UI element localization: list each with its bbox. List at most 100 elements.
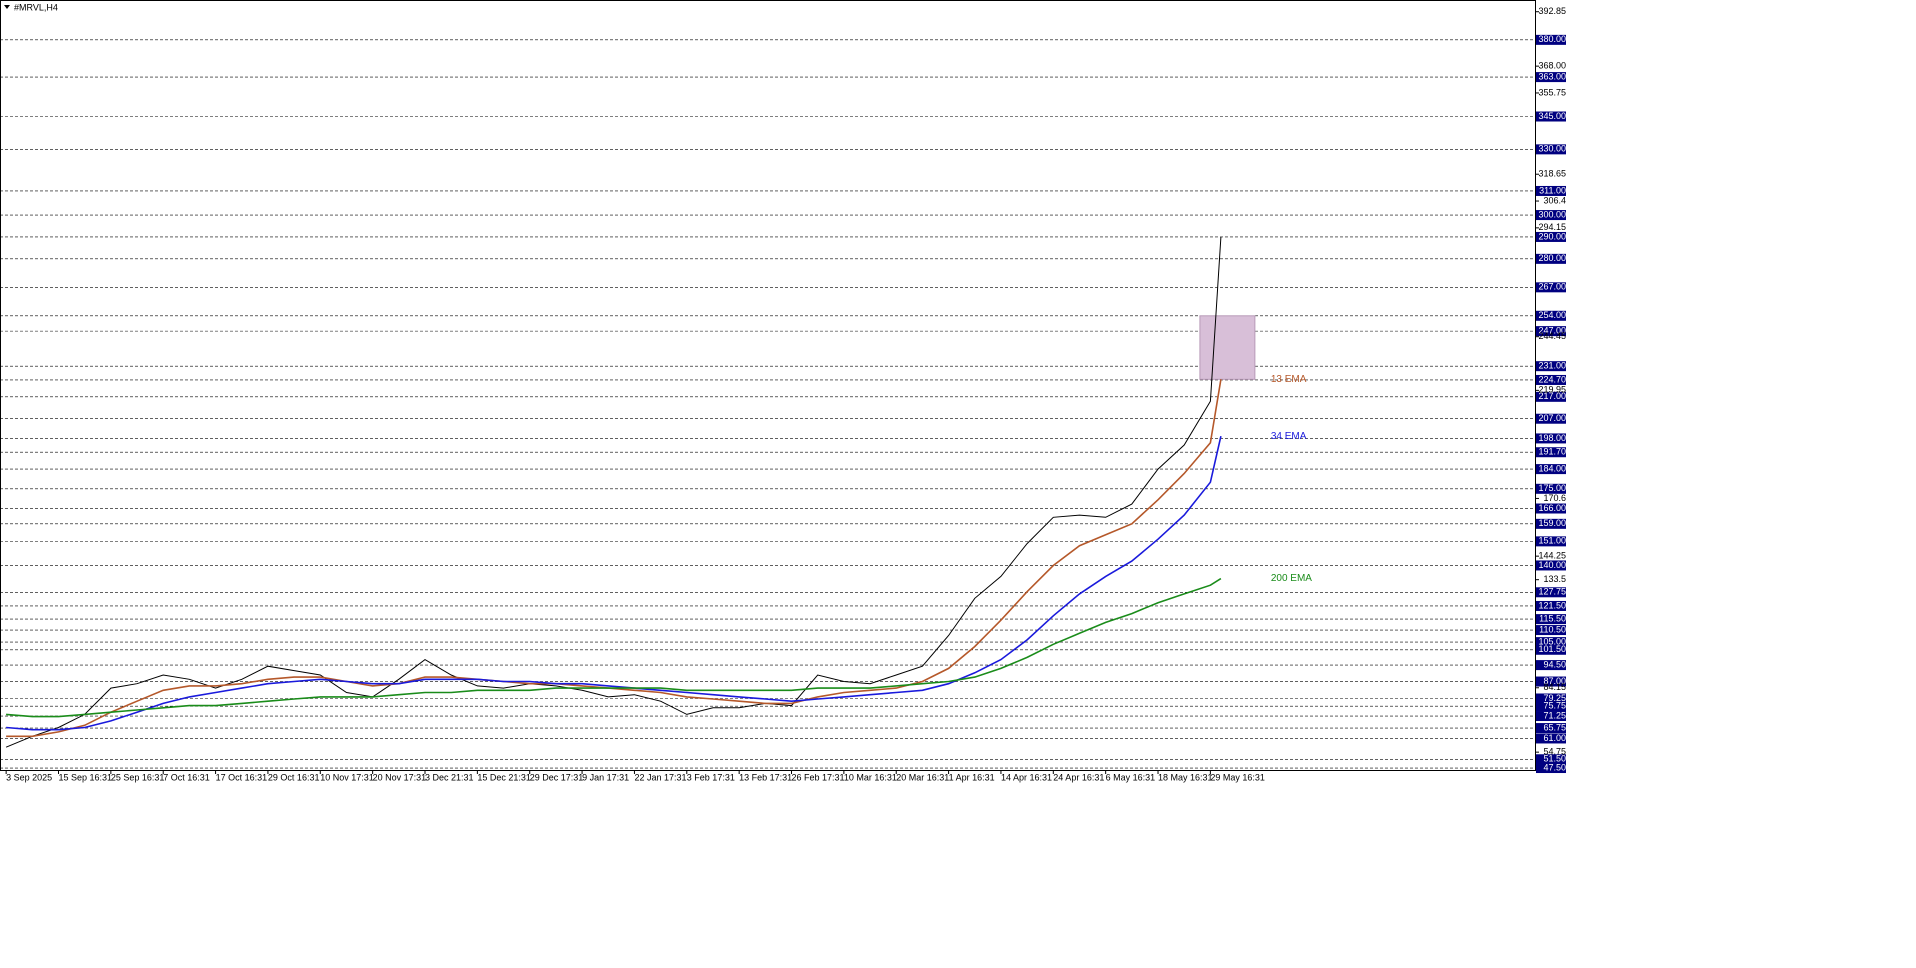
y-tick-label: 219.95 (1538, 385, 1566, 395)
level-label-box (1536, 464, 1566, 475)
level-label: 105.00 (1538, 636, 1566, 646)
x-tick-label: 6 May 16:31 (1106, 772, 1156, 782)
level-label: 363.00 (1538, 71, 1566, 81)
level-label: 380.00 (1538, 34, 1566, 44)
x-tick-label: 24 Apr 16:31 (1053, 772, 1104, 782)
x-tick-label: 14 Apr 16:31 (1001, 772, 1052, 782)
level-label-box (1536, 560, 1566, 571)
level-label-box (1536, 676, 1566, 687)
series-line (6, 436, 1222, 731)
level-label: 280.00 (1538, 253, 1566, 263)
plot-frame (0, 0, 1536, 771)
level-label-box (1536, 72, 1566, 83)
level-label: 47.50 (1543, 762, 1566, 772)
level-label: 65.75 (1543, 722, 1566, 732)
level-label-box (1536, 754, 1566, 765)
x-tick-label: 15 Dec 21:31 (477, 772, 531, 782)
y-tick-label: 144.25 (1538, 551, 1566, 561)
y-tick-label: 244.45 (1538, 331, 1566, 341)
level-label-box (1536, 625, 1566, 636)
y-tick-label: 170.6 (1543, 493, 1566, 503)
level-label-box (1536, 536, 1566, 547)
chart-title: #MRVL,H4 (14, 2, 58, 12)
level-label-box (1536, 600, 1566, 611)
level-label: 115.50 (1539, 613, 1566, 623)
level-label-box (1536, 447, 1566, 458)
y-tick-label: 392.85 (1538, 6, 1566, 16)
level-label-box (1536, 185, 1566, 196)
level-label: 330.00 (1538, 144, 1566, 154)
level-label: 151.00 (1538, 536, 1566, 546)
level-label-box (1536, 433, 1566, 444)
level-label-box (1536, 111, 1566, 122)
level-label-box (1536, 587, 1566, 598)
y-tick-label: 54.75 (1543, 747, 1566, 757)
x-tick-label: 3 Feb 17:31 (687, 772, 735, 782)
level-label: 140.00 (1538, 560, 1566, 570)
level-label-box (1536, 361, 1566, 372)
level-label-box (1536, 660, 1566, 671)
x-tick-label: 10 Nov 17:31 (320, 772, 374, 782)
x-tick-label: 3 Sep 2025 (6, 772, 52, 782)
zone (1199, 315, 1256, 380)
series-line (6, 379, 1222, 738)
x-tick-label: 7 Oct 16:31 (163, 772, 210, 782)
level-label: 61.00 (1543, 733, 1566, 743)
line-label: 34 EMA (1271, 431, 1307, 442)
level-label: 217.00 (1538, 391, 1566, 401)
level-label-box (1536, 644, 1566, 655)
level-label: 75.75 (1543, 701, 1566, 711)
y-tick-label: 318.65 (1538, 169, 1566, 179)
level-label: 290.00 (1538, 231, 1566, 241)
level-label-box (1536, 701, 1566, 712)
level-label: 127.75 (1538, 587, 1566, 597)
level-label-box (1536, 763, 1566, 774)
level-label: 94.50 (1543, 659, 1566, 669)
level-label: 267.00 (1538, 282, 1566, 292)
level-label-box (1536, 253, 1566, 264)
x-tick-label: 29 May 16:31 (1210, 772, 1265, 782)
level-label: 207.00 (1538, 413, 1566, 423)
level-label-box (1536, 210, 1566, 221)
y-tick-label: 355.75 (1538, 87, 1566, 97)
level-label: 198.00 (1538, 433, 1566, 443)
line-label: 13 EMA (1271, 374, 1307, 385)
level-label: 300.00 (1538, 209, 1566, 219)
level-label: 110.50 (1539, 624, 1566, 634)
level-label-box (1536, 282, 1566, 293)
level-label: 345.00 (1538, 111, 1566, 121)
level-label-box (1536, 310, 1566, 321)
x-tick-label: 20 Nov 17:31 (373, 772, 427, 782)
level-label: 159.00 (1538, 518, 1566, 528)
level-label-box (1536, 637, 1566, 648)
level-label: 121.50 (1538, 600, 1566, 610)
menu-arrow[interactable] (4, 5, 10, 9)
level-label-box (1536, 413, 1566, 424)
level-label: 71.25 (1543, 710, 1566, 720)
level-label-box (1536, 483, 1566, 494)
level-label-box (1536, 693, 1566, 704)
x-tick-label: 22 Jan 17:31 (634, 772, 686, 782)
level-label-box (1536, 391, 1566, 402)
x-tick-label: 1 Apr 16:31 (949, 772, 995, 782)
level-label: 166.00 (1538, 503, 1566, 513)
level-label: 224.70 (1538, 374, 1566, 384)
level-label: 101.50 (1538, 644, 1566, 654)
x-tick-label: 10 Mar 16:31 (844, 772, 897, 782)
x-tick-label: 29 Dec 17:31 (530, 772, 584, 782)
y-tick-label: 133.5 (1543, 574, 1566, 584)
y-tick-label: 306.4 (1543, 195, 1566, 205)
level-label-box (1536, 231, 1566, 242)
series-line (6, 577, 1222, 718)
level-label-box (1536, 374, 1566, 385)
x-tick-label: 18 May 16:31 (1158, 772, 1213, 782)
level-label: 184.00 (1538, 463, 1566, 473)
y-tick-label: 368.00 (1538, 61, 1566, 71)
level-label: 87.00 (1543, 676, 1566, 686)
x-tick-label: 20 Mar 16:31 (896, 772, 949, 782)
level-label: 79.25 (1543, 693, 1566, 703)
line-label: 200 EMA (1271, 573, 1312, 584)
level-label: 175.00 (1538, 483, 1566, 493)
x-tick-label: 29 Oct 16:31 (268, 772, 320, 782)
